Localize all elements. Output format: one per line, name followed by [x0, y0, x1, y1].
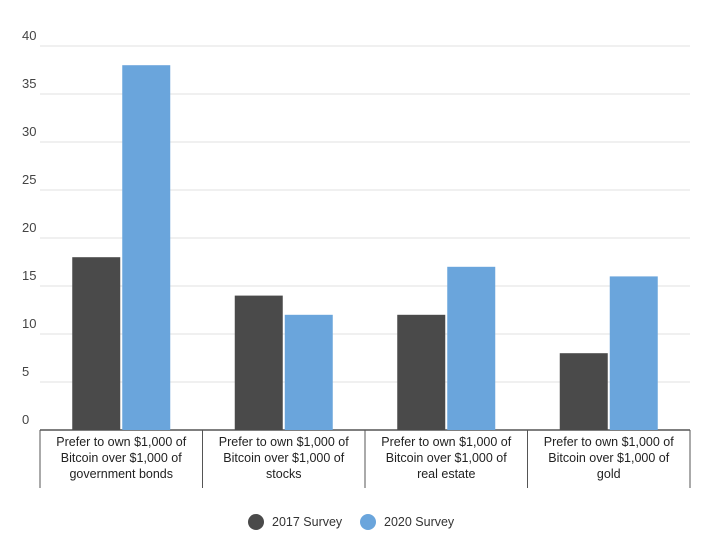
y-tick-label: 40	[22, 28, 36, 43]
legend-label: 2020 Survey	[384, 515, 455, 529]
bar-series2	[284, 314, 333, 430]
x-tick-label: Prefer to own $1,000 of	[381, 435, 511, 449]
x-tick-label: Prefer to own $1,000 of	[56, 435, 186, 449]
x-tick-label: government bonds	[69, 467, 173, 481]
x-tick-label: real estate	[417, 467, 475, 481]
x-tick-label: Bitcoin over $1,000 of	[61, 451, 182, 465]
y-axis-ticks: 0 5 10 15 20 25 30 35 40	[22, 28, 36, 427]
x-tick-label: Bitcoin over $1,000 of	[548, 451, 669, 465]
bars	[72, 65, 658, 430]
y-tick-label: 35	[22, 76, 36, 91]
legend-marker	[360, 514, 376, 530]
x-tick-label: Prefer to own $1,000 of	[544, 435, 674, 449]
legend-label: 2017 Survey	[272, 515, 343, 529]
bar-series1	[72, 257, 121, 430]
y-tick-label: 0	[22, 412, 29, 427]
y-tick-label: 15	[22, 268, 36, 283]
x-tick-label: gold	[597, 467, 621, 481]
x-tick-label: Prefer to own $1,000 of	[219, 435, 349, 449]
x-tick-label: stocks	[266, 467, 301, 481]
x-tick-label: Bitcoin over $1,000 of	[223, 451, 344, 465]
bar-series2	[122, 65, 171, 430]
legend-marker	[248, 514, 264, 530]
y-tick-label: 20	[22, 220, 36, 235]
x-tick-label: Bitcoin over $1,000 of	[386, 451, 507, 465]
y-tick-label: 10	[22, 316, 36, 331]
bar-series2	[609, 276, 658, 430]
y-tick-label: 30	[22, 124, 36, 139]
y-tick-label: 25	[22, 172, 36, 187]
bar-series1	[397, 314, 446, 430]
bar-series1	[234, 295, 283, 430]
y-tick-label: 5	[22, 364, 29, 379]
x-axis: Prefer to own $1,000 of Bitcoin over $1,0…	[39, 430, 691, 488]
bar-series1	[559, 353, 608, 430]
bar-series2	[447, 266, 496, 430]
legend: 2017 Survey 2020 Survey	[248, 514, 455, 530]
